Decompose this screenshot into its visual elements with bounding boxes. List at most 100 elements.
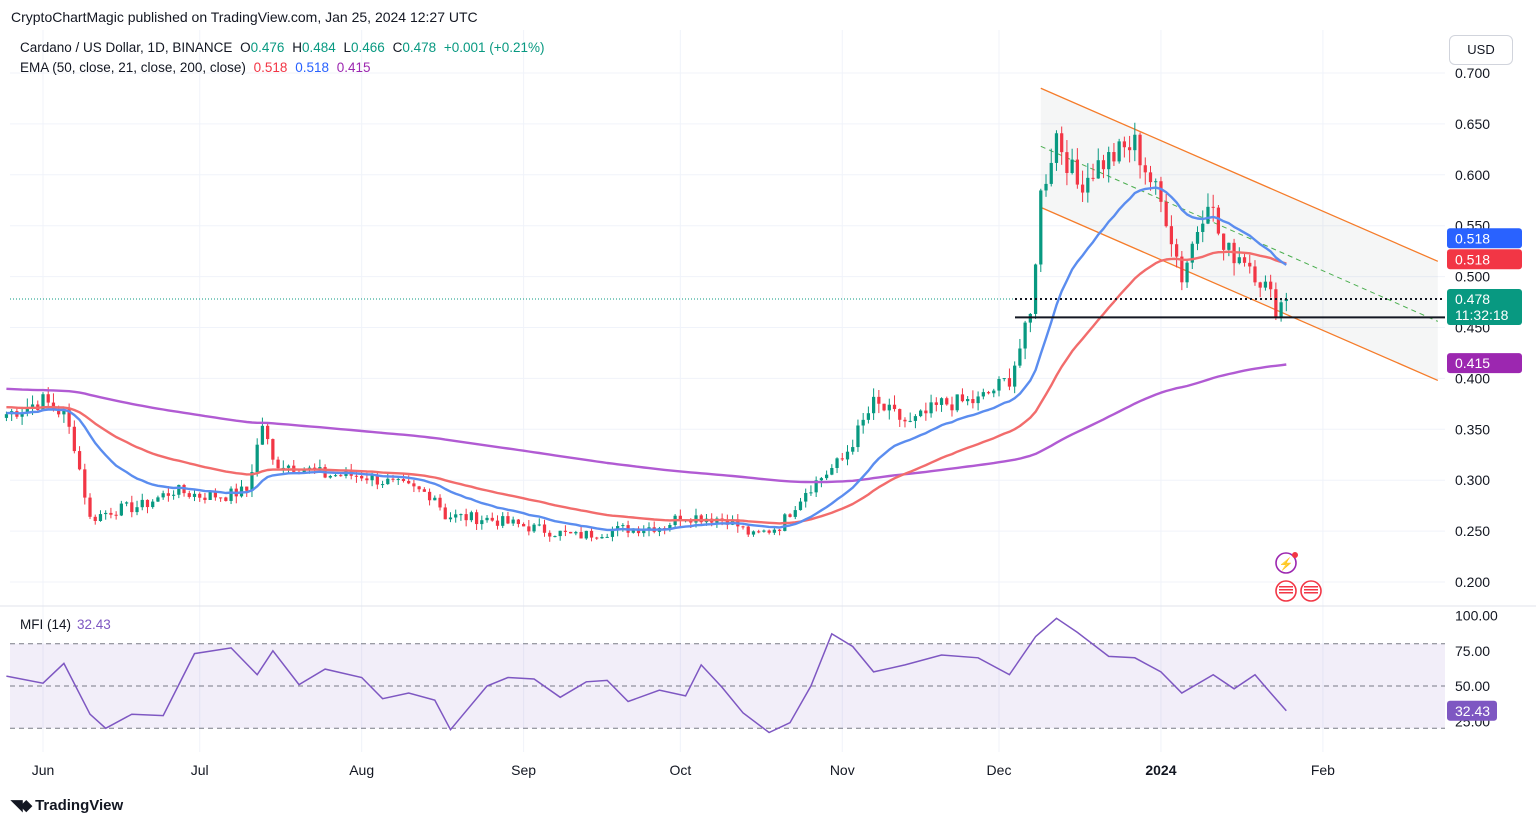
candle-body[interactable] <box>1216 207 1221 234</box>
time-axis[interactable]: Jun Jul Aug Sep Oct Nov Dec 2024 Feb <box>32 762 1335 778</box>
candle-body[interactable] <box>678 515 682 521</box>
candle-body[interactable] <box>1133 134 1137 151</box>
candle-body[interactable] <box>986 392 991 394</box>
candle-body[interactable] <box>51 402 56 409</box>
candle-body[interactable] <box>88 497 92 517</box>
candle-body[interactable] <box>443 507 447 520</box>
candle-body[interactable] <box>1107 152 1111 170</box>
candle-body[interactable] <box>124 502 129 504</box>
candle-body[interactable] <box>417 486 421 490</box>
candle-body[interactable] <box>950 404 954 411</box>
candle-body[interactable] <box>939 398 944 405</box>
candle-body[interactable] <box>1154 181 1158 183</box>
candle-body[interactable] <box>804 492 808 502</box>
candle-body[interactable] <box>668 525 672 530</box>
candle-body[interactable] <box>542 524 547 533</box>
candle-body[interactable] <box>464 514 468 521</box>
lightning-event-icon[interactable] <box>1275 552 1297 574</box>
candle-body[interactable] <box>474 512 479 525</box>
candle-body[interactable] <box>579 532 583 539</box>
candle-body[interactable] <box>908 420 912 422</box>
candle-body[interactable] <box>1023 322 1027 349</box>
candle-body[interactable] <box>767 530 771 533</box>
candle-body[interactable] <box>1148 172 1153 183</box>
candle-body[interactable] <box>266 425 270 440</box>
candle-body[interactable] <box>887 404 891 411</box>
candle-body[interactable] <box>527 526 531 532</box>
candle-body[interactable] <box>62 409 66 415</box>
candle-body[interactable] <box>569 531 573 534</box>
candle-body[interactable] <box>793 510 797 517</box>
candle-body[interactable] <box>495 520 500 526</box>
candle-body[interactable] <box>192 493 197 497</box>
us-flag-event-icon[interactable] <box>1275 580 1297 602</box>
events[interactable]: ⚡ <box>1275 552 1322 602</box>
candle-body[interactable] <box>824 474 829 479</box>
candle-body[interactable] <box>1091 177 1095 179</box>
ema200-line[interactable] <box>6 363 1287 484</box>
channel-midline[interactable] <box>1040 145 1439 322</box>
candle-body[interactable] <box>960 394 965 402</box>
candle-body[interactable] <box>380 484 385 486</box>
candle-body[interactable] <box>354 475 359 477</box>
candle-body[interactable] <box>511 519 515 524</box>
candle-body[interactable] <box>589 530 594 538</box>
candle-body[interactable] <box>1159 181 1163 202</box>
candle-body[interactable] <box>1206 206 1210 224</box>
candle-body[interactable] <box>856 425 860 448</box>
currency-button[interactable]: USD <box>1449 35 1513 65</box>
candle-body[interactable] <box>971 399 975 404</box>
candle-body[interactable] <box>454 514 458 518</box>
candle-body[interactable] <box>1274 289 1278 318</box>
candle-body[interactable] <box>187 493 191 497</box>
candle-body[interactable] <box>490 517 494 521</box>
candle-body[interactable] <box>151 501 155 508</box>
candle-body[interactable] <box>135 507 139 513</box>
candle-body[interactable] <box>1195 231 1200 244</box>
candle-body[interactable] <box>877 396 881 404</box>
candle-body[interactable] <box>438 497 442 508</box>
candle-body[interactable] <box>224 497 228 501</box>
candle-body[interactable] <box>1284 298 1288 302</box>
candle-body[interactable] <box>1180 256 1184 283</box>
candle-body[interactable] <box>433 497 437 501</box>
candle-body[interactable] <box>1258 282 1262 288</box>
candle-body[interactable] <box>203 497 207 500</box>
candle-body[interactable] <box>521 523 526 527</box>
candle-body[interactable] <box>872 396 876 414</box>
candle-body[interactable] <box>30 404 35 408</box>
candle-body[interactable] <box>83 469 87 498</box>
candle-body[interactable] <box>370 474 374 481</box>
candle-body[interactable] <box>375 474 379 485</box>
candle-body[interactable] <box>1143 165 1147 173</box>
candle-body[interactable] <box>1044 183 1048 191</box>
candle-body[interactable] <box>851 447 855 452</box>
candle-body[interactable] <box>595 537 599 539</box>
channel-upper-line[interactable] <box>1040 87 1439 262</box>
candle-body[interactable] <box>412 483 416 487</box>
candle-body[interactable] <box>1127 147 1132 151</box>
candle-body[interactable] <box>386 478 390 485</box>
candle-body[interactable] <box>997 378 1001 391</box>
candle-body[interactable] <box>553 536 557 538</box>
candle-body[interactable] <box>171 494 176 496</box>
candle-body[interactable] <box>360 475 364 479</box>
candle-body[interactable] <box>751 531 756 535</box>
candle-body[interactable] <box>1122 141 1126 148</box>
candle-body[interactable] <box>302 469 306 474</box>
candle-body[interactable] <box>955 394 959 411</box>
candle-body[interactable] <box>218 497 223 499</box>
candle-body[interactable] <box>929 402 933 414</box>
candle-body[interactable] <box>427 491 432 501</box>
candle-body[interactable] <box>1096 160 1100 179</box>
candle-body[interactable] <box>255 444 259 473</box>
candle-body[interactable] <box>276 459 280 469</box>
candle-body[interactable] <box>77 451 82 470</box>
candle-body[interactable] <box>1013 365 1017 387</box>
candle-body[interactable] <box>1263 281 1268 288</box>
candle-body[interactable] <box>600 536 604 539</box>
candle-body[interactable] <box>485 517 489 521</box>
candle-body[interactable] <box>506 516 510 524</box>
